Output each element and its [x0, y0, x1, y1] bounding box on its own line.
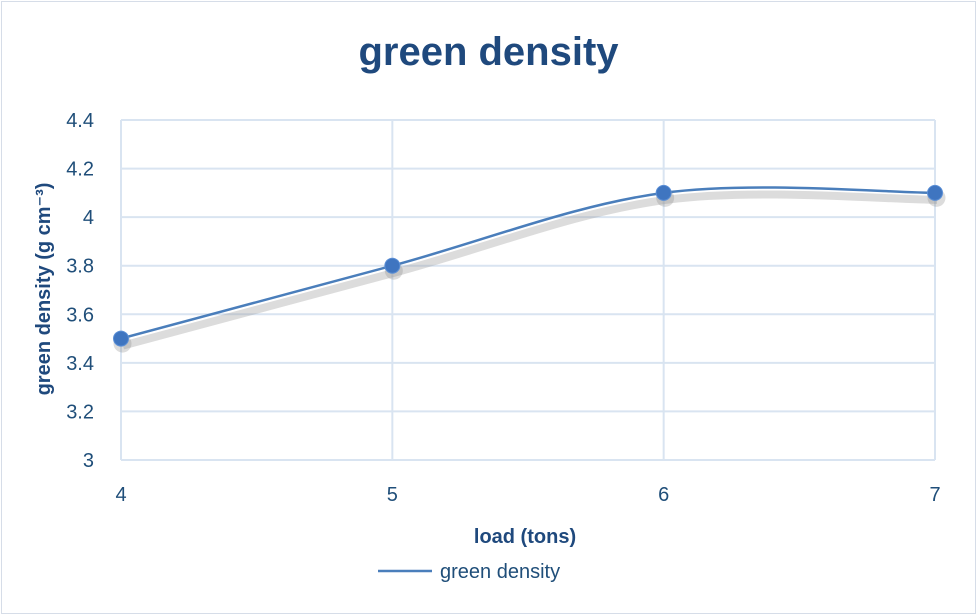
y-tick-label: 4: [83, 207, 94, 229]
y-tick-label: 4.4: [66, 110, 94, 132]
data-point: [384, 257, 401, 274]
x-axis-label: load (tons): [474, 526, 576, 548]
x-tick-label: 4: [115, 484, 126, 506]
series-layer: [113, 184, 946, 353]
y-tick-label: 4.2: [66, 159, 94, 181]
data-point: [927, 184, 943, 201]
y-tick-label: 3.4: [66, 353, 94, 375]
data-point: [113, 330, 129, 347]
y-tick-label: 3.6: [66, 304, 94, 326]
y-tick-label: 3: [83, 450, 94, 472]
y-tick-label: 3.2: [66, 401, 94, 423]
legend-label: green density: [440, 561, 560, 583]
chart-title: green density: [358, 30, 619, 74]
x-tick-label: 7: [929, 484, 940, 506]
y-tick-labels: 3 3.2 3.4 3.6 3.8 4 4.2 4.4: [66, 110, 94, 472]
x-tick-label: 6: [658, 484, 669, 506]
data-point: [655, 184, 672, 201]
series-line-shadow: [121, 190, 938, 350]
y-axis-label: green density (g cm⁻³): [33, 183, 55, 396]
x-tick-labels: 4 5 6 7: [115, 484, 940, 506]
y-tick-label: 3.8: [66, 256, 94, 278]
series-line: [120, 186, 936, 340]
grid-lines: [120, 119, 936, 461]
x-tick-label: 5: [387, 484, 398, 506]
